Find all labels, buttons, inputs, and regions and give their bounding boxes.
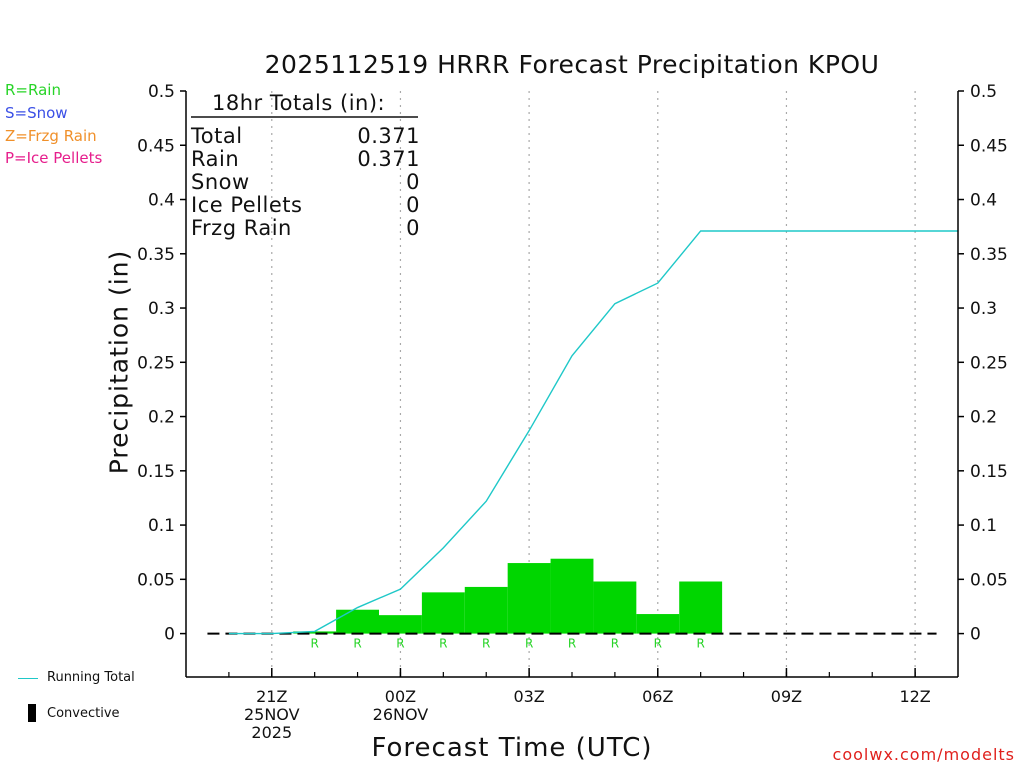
y-tick-label-left: 0 [164, 625, 175, 645]
y-tick-label-right: 0.15 [970, 462, 1008, 482]
x-tick-label: 2025 [251, 723, 292, 742]
totals-header: 18hr Totals (in): [212, 91, 386, 115]
x-axis-label: Forecast Time (UTC) [371, 733, 653, 763]
x-tick-label: 00Z [385, 687, 416, 706]
running-total-swatch [18, 678, 38, 679]
type-marker: R [396, 637, 404, 651]
totals-value-ice-pellets: 0 [406, 193, 420, 217]
totals-name-total: Total [191, 124, 243, 148]
precip-bar [336, 609, 379, 634]
precip-bar [379, 615, 422, 634]
legend-rain: R=Rain [5, 81, 61, 99]
y-tick-label-right: 0 [970, 625, 981, 645]
totals-name-frzg-rain: Frzg Rain [191, 216, 292, 240]
y-tick-label-right: 0.45 [970, 136, 1008, 156]
type-marker: R [611, 637, 619, 651]
precip-bar [293, 631, 337, 634]
y-tick-label-right: 0.1 [970, 516, 997, 536]
type-marker: R [482, 637, 490, 651]
precip-bar [679, 581, 723, 634]
type-marker: R [525, 637, 533, 651]
y-tick-label-left: 0.35 [137, 245, 175, 265]
y-tick-label-right: 0.05 [970, 570, 1008, 590]
y-tick-label-left: 0.05 [137, 570, 175, 590]
bar-series [293, 558, 723, 634]
y-tick-label-left: 0.15 [137, 462, 175, 482]
tick-labels: 0 00.05 0.050.1 0.10.15 0.150.2 0.20.25 0.250.… [137, 82, 1008, 742]
y-tick-label-left: 0.25 [137, 353, 175, 373]
y-tick-label-left: 0.3 [148, 299, 175, 319]
totals-name-snow: Snow [191, 170, 250, 194]
running-total-series [228, 230, 958, 635]
y-tick-label-left: 0.4 [148, 191, 175, 211]
precip-bar [593, 581, 637, 634]
y-tick-label-right: 0.5 [970, 82, 997, 102]
legend-convective: Convective [47, 706, 120, 721]
x-tick-label: 21Z [256, 687, 287, 706]
y-tick-label-left: 0.2 [148, 408, 175, 428]
totals-value-frzg-rain: 0 [406, 216, 420, 240]
x-tick-label: 09Z [771, 687, 802, 706]
totals-name-ice-pellets: Ice Pellets [191, 193, 303, 217]
totals-value-rain: 0.371 [357, 147, 420, 171]
x-tick-label: 03Z [513, 687, 544, 706]
totals-name-rain: Rain [191, 147, 240, 171]
precip-bar [507, 563, 551, 634]
legend-snow: S=Snow [5, 104, 68, 122]
credit-link[interactable]: coolwx.com/modelts [832, 745, 1015, 764]
running-total-line [228, 230, 958, 635]
y-axis-label: Precipitation (in) [104, 249, 134, 475]
precip-bar [636, 614, 680, 634]
legend-running-total: Running Total [47, 670, 135, 685]
type-marker: R [310, 637, 318, 651]
precip-bar [464, 586, 508, 634]
y-tick-label-left: 0.5 [148, 82, 175, 102]
x-tick-label: 06Z [642, 687, 673, 706]
totals-value-snow: 0 [406, 170, 420, 194]
chart-title: 2025112519 HRRR Forecast Precipitation K… [264, 50, 880, 79]
x-tick-label: 26NOV [373, 705, 429, 724]
type-marker: R [353, 637, 361, 651]
axes [180, 90, 964, 678]
type-marker: R [439, 637, 447, 651]
legend-frzg-rain: Z=Frzg Rain [5, 127, 97, 145]
legend-ice-pellets: P=Ice Pellets [5, 149, 103, 167]
x-tick-label: 12Z [899, 687, 930, 706]
y-tick-label-right: 0.4 [970, 191, 997, 211]
type-marker: R [654, 637, 662, 651]
type-marker: R [696, 637, 704, 651]
x-tick-label: 25NOV [244, 705, 300, 724]
y-tick-label-right: 0.2 [970, 408, 997, 428]
y-tick-label-left: 0.1 [148, 516, 175, 536]
precip-bar [421, 592, 465, 634]
y-tick-label-right: 0.25 [970, 353, 1008, 373]
y-tick-label-right: 0.3 [970, 299, 997, 319]
type-marker: R [568, 637, 576, 651]
totals-value-total: 0.371 [357, 124, 420, 148]
y-tick-label-right: 0.35 [970, 245, 1008, 265]
y-tick-label-left: 0.45 [137, 136, 175, 156]
convective-swatch [28, 704, 36, 722]
precip-bar [550, 558, 594, 634]
